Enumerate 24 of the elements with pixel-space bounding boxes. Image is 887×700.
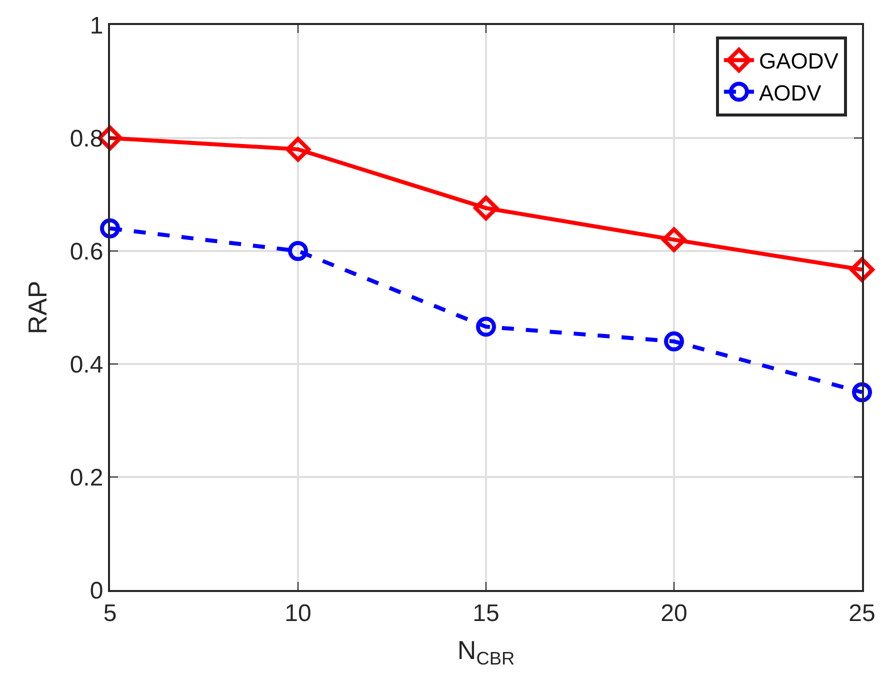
point	[852, 382, 872, 402]
point	[474, 196, 498, 220]
legend-label: GAODV	[758, 48, 839, 74]
y-tick-label: 0	[90, 577, 104, 604]
point	[476, 316, 496, 337]
point	[288, 241, 308, 261]
x-axis-title: N$_{CBR}$	[457, 635, 515, 668]
y-tick-label: 0.8	[70, 125, 104, 152]
y-tick-label: 0.4	[70, 351, 104, 378]
y-tick-label: 0.2	[70, 464, 104, 492]
x-tick-label: 20	[660, 600, 688, 627]
x-tick-label: 10	[284, 600, 312, 627]
point	[664, 331, 684, 352]
point	[100, 218, 120, 238]
point	[286, 136, 310, 162]
x-tick-label: 15	[472, 600, 500, 627]
y-tick-label: 0.6	[70, 238, 104, 266]
x-tick-label: 25	[848, 600, 876, 627]
point	[662, 227, 686, 252]
legend-label: AODV	[758, 80, 822, 106]
x-tick-label: 5	[103, 600, 117, 627]
y-tick-label: 1	[90, 12, 104, 40]
y-axis-title: RAP	[22, 280, 53, 334]
point	[850, 257, 874, 282]
